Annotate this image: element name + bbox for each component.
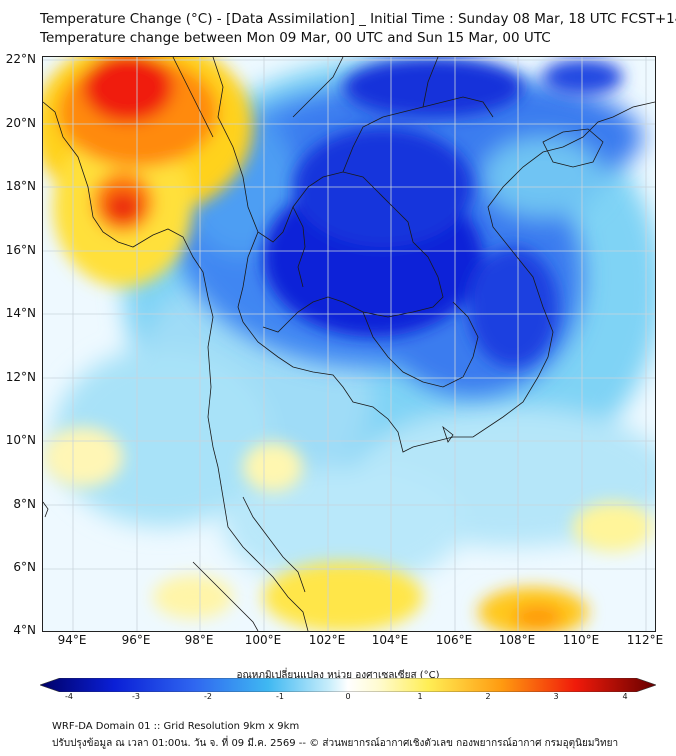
colorbar-tick-minus2: -2 bbox=[204, 692, 212, 701]
colorbar-tick-minus3: -3 bbox=[132, 692, 140, 701]
lat-label-4n: 4°N bbox=[13, 623, 36, 637]
lon-label-100e: 100°E bbox=[244, 633, 282, 647]
lon-label-104e: 104°E bbox=[371, 633, 409, 647]
temperature-change-map bbox=[42, 56, 656, 632]
lat-label-18n: 18°N bbox=[5, 179, 36, 193]
colorbar-tick-4: 4 bbox=[622, 692, 628, 701]
lat-label-12n: 12°N bbox=[5, 370, 36, 384]
lat-label-10n: 10°N bbox=[5, 433, 36, 447]
field-warm-south bbox=[43, 427, 653, 631]
lon-label-108e: 108°E bbox=[498, 633, 536, 647]
colorbar-tick-minus1: -1 bbox=[276, 692, 284, 701]
colorbar-label: อุณหภูมิเปลี่ยนแปลง หน่วย องศาเซลเซียส (… bbox=[236, 670, 440, 681]
lon-label-106e: 106°E bbox=[435, 633, 473, 647]
map-title: Temperature Change (°C) - [Data Assimila… bbox=[40, 11, 676, 27]
footer-credit: ปรับปรุงข้อมูล ณ เวลา 01:00น. วัน จ. ที่… bbox=[52, 738, 619, 749]
footer-model-info: WRF-DA Domain 01 :: Grid Resolution 9km … bbox=[52, 721, 300, 732]
lat-label-22n: 22°N bbox=[5, 52, 36, 66]
colorbar-tick-0: 0 bbox=[345, 692, 351, 701]
lat-label-6n: 6°N bbox=[13, 560, 36, 574]
colorbar-tick-minus4: -4 bbox=[65, 692, 73, 701]
lon-label-112e: 112°E bbox=[626, 633, 664, 647]
field-warm-northwest bbox=[43, 57, 253, 287]
lon-label-102e: 102°E bbox=[308, 633, 346, 647]
map-subtitle: Temperature change between Mon 09 Mar, 0… bbox=[40, 30, 551, 46]
lon-label-98e: 98°E bbox=[184, 633, 214, 647]
lat-label-14n: 14°N bbox=[5, 306, 36, 320]
colorbar-tick-2: 2 bbox=[485, 692, 491, 701]
graticule bbox=[43, 57, 655, 631]
lon-label-94e: 94°E bbox=[57, 633, 87, 647]
lon-label-96e: 96°E bbox=[121, 633, 151, 647]
colorbar-tick-1: 1 bbox=[417, 692, 423, 701]
map-canvas bbox=[43, 57, 655, 631]
lat-label-20n: 20°N bbox=[5, 116, 36, 130]
colorbar bbox=[40, 678, 656, 692]
colorbar-tick-3: 3 bbox=[553, 692, 559, 701]
lat-label-8n: 8°N bbox=[13, 497, 36, 511]
lon-label-110e: 110°E bbox=[562, 633, 600, 647]
lat-label-16n: 16°N bbox=[5, 243, 36, 257]
coastline-borders bbox=[43, 57, 655, 631]
